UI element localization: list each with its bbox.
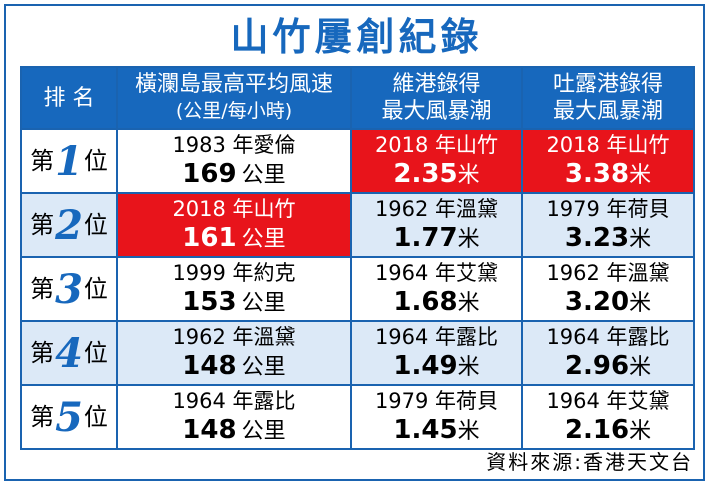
- table-row: 第4位 1962 年溫黛 148 公里 1964 年露比 1.49米 1964 …: [20, 320, 695, 386]
- page-title: 山竹屢創紀錄: [230, 15, 483, 59]
- table-row: 第2位 2018 年山竹 161 公里 1962 年溫黛 1.77米 1979 …: [20, 192, 695, 258]
- rank-cell: 第4位: [20, 320, 118, 386]
- event-name: 1964 年露比: [546, 324, 670, 349]
- record-unit: 米: [457, 162, 480, 188]
- event-name: 2018 年山竹: [172, 196, 296, 221]
- event-name: 2018 年山竹: [374, 132, 499, 157]
- tolo-cell-highlight: 2018 年山竹 3.38米: [521, 128, 695, 194]
- tolo-cell: 1962 年溫黛 3.20米: [521, 256, 695, 322]
- table-row: 第3位 1999 年約克 153 公里 1964 年艾黛 1.68米 1962 …: [20, 256, 695, 322]
- event-name: 1964 年露比: [172, 388, 296, 413]
- header-wind-unit: (公里/每小時): [175, 100, 293, 122]
- record-unit: 公里: [241, 226, 286, 252]
- event-name: 1962 年溫黛: [374, 196, 499, 221]
- record-value: 1.68: [393, 286, 458, 317]
- event-name: 2018 年山竹: [546, 132, 670, 157]
- header-wind-title: 橫瀾島最高平均風速: [134, 72, 333, 97]
- record-unit: 米: [629, 418, 652, 444]
- record-value: 3.38: [564, 158, 630, 189]
- record-unit: 米: [629, 226, 652, 252]
- source-credit: 資料來源:香港天文台: [486, 450, 693, 474]
- header-tolo: 吐露港錄得 最大風暴潮: [521, 66, 695, 130]
- record-unit: 米: [629, 290, 652, 316]
- record-unit: 公里: [241, 290, 286, 316]
- header-row: 排 名 橫瀾島最高平均風速 (公里/每小時) 維港錄得 最大風暴潮 吐露港錄得 …: [20, 66, 695, 130]
- victoria-cell: 1964 年艾黛 1.68米: [350, 256, 523, 322]
- record-value: 3.20: [564, 286, 630, 317]
- event-name: 1979 年荷貝: [374, 388, 499, 413]
- header-tolo-line2: 最大風暴潮: [552, 99, 663, 124]
- record-value: 169: [182, 158, 237, 189]
- header-victoria-line2: 最大風暴潮: [381, 99, 492, 124]
- tolo-cell: 1979 年荷貝 3.23米: [521, 192, 695, 258]
- wind-cell: 1983 年愛倫 169 公里: [116, 128, 352, 194]
- header-tolo-line1: 吐露港錄得: [552, 72, 663, 97]
- wind-cell: 1964 年露比 148 公里: [116, 384, 352, 450]
- record-unit: 米: [457, 354, 480, 380]
- event-name: 1964 年露比: [374, 324, 499, 349]
- tolo-cell: 1964 年艾黛 2.16米: [521, 384, 695, 450]
- wind-cell: 1962 年溫黛 148 公里: [116, 320, 352, 386]
- record-unit: 米: [629, 354, 652, 380]
- record-unit: 公里: [241, 162, 286, 188]
- event-name: 1964 年艾黛: [374, 260, 499, 285]
- header-victoria-line1: 維港錄得: [392, 72, 481, 97]
- event-name: 1964 年艾黛: [546, 388, 670, 413]
- record-unit: 米: [629, 162, 652, 188]
- victoria-cell-highlight: 2018 年山竹 2.35米: [350, 128, 523, 194]
- infographic-frame: 山竹屢創紀錄 排 名 橫瀾島最高平均風速 (公里/每小時) 維港錄得 最大風暴潮…: [4, 4, 705, 481]
- header-wind: 橫瀾島最高平均風速 (公里/每小時): [116, 66, 352, 130]
- record-value: 2.96: [564, 350, 630, 381]
- record-unit: 公里: [241, 354, 286, 380]
- tolo-cell: 1964 年露比 2.96米: [521, 320, 695, 386]
- event-name: 1962 年溫黛: [546, 260, 670, 285]
- record-unit: 米: [457, 226, 480, 252]
- rank-cell: 第5位: [20, 384, 118, 450]
- wind-cell: 1999 年約克 153 公里: [116, 256, 352, 322]
- record-value: 161: [182, 222, 237, 253]
- victoria-cell: 1962 年溫黛 1.77米: [350, 192, 523, 258]
- record-value: 1.77: [393, 222, 458, 253]
- header-rank: 排 名: [20, 66, 118, 130]
- wind-cell-highlight: 2018 年山竹 161 公里: [116, 192, 352, 258]
- event-name: 1979 年荷貝: [546, 196, 670, 221]
- event-name: 1962 年溫黛: [172, 324, 296, 349]
- rank-cell: 第2位: [20, 192, 118, 258]
- rank-cell: 第1位: [20, 128, 118, 194]
- record-value: 1.45: [393, 414, 458, 445]
- record-value: 2.16: [564, 414, 630, 445]
- record-value: 1.49: [393, 350, 458, 381]
- record-value: 153: [182, 286, 237, 317]
- table-row: 第5位 1964 年露比 148 公里 1979 年荷貝 1.45米 1964 …: [20, 384, 695, 450]
- record-value: 2.35: [393, 158, 458, 189]
- record-unit: 米: [457, 418, 480, 444]
- victoria-cell: 1964 年露比 1.49米: [350, 320, 523, 386]
- table-row: 第1位 1983 年愛倫 169 公里 2018 年山竹 2.35米 2018 …: [20, 128, 695, 194]
- header-victoria: 維港錄得 最大風暴潮: [350, 66, 523, 130]
- record-value: 148: [182, 350, 237, 381]
- record-value: 3.23: [564, 222, 630, 253]
- victoria-cell: 1979 年荷貝 1.45米: [350, 384, 523, 450]
- record-unit: 米: [457, 290, 480, 316]
- records-table: 排 名 橫瀾島最高平均風速 (公里/每小時) 維港錄得 最大風暴潮 吐露港錄得 …: [20, 66, 695, 450]
- event-name: 1983 年愛倫: [172, 132, 296, 157]
- event-name: 1999 年約克: [172, 260, 296, 285]
- rank-cell: 第3位: [20, 256, 118, 322]
- record-value: 148: [182, 414, 237, 445]
- record-unit: 公里: [241, 418, 286, 444]
